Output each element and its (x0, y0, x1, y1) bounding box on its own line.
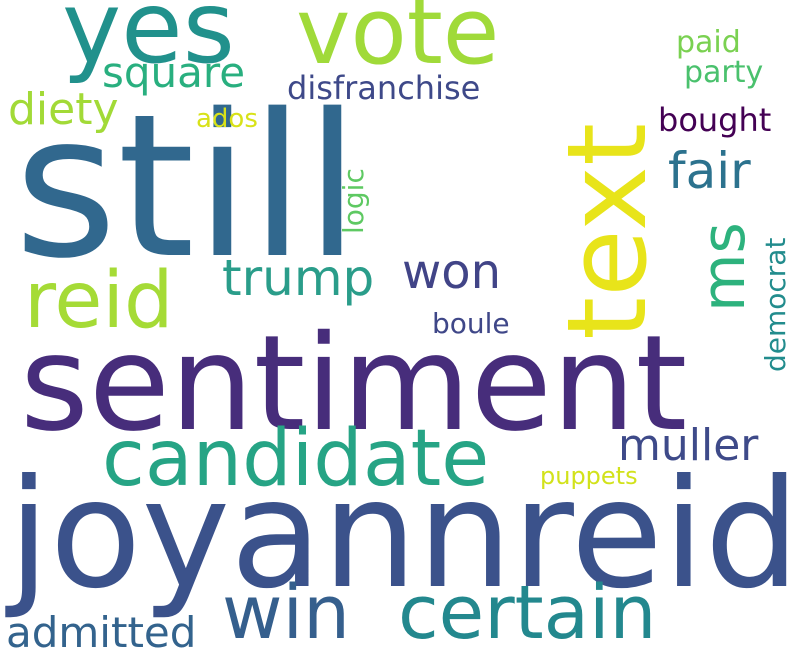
word-still: still (14, 71, 360, 302)
word-logic: logic (337, 168, 370, 234)
word-democrat: democrat (759, 237, 792, 372)
word-puppets: puppets (540, 462, 638, 490)
word-candidate: candidate (102, 414, 490, 504)
word-muller: muller (618, 420, 759, 471)
word-vote: vote (296, 0, 500, 85)
word-admitted: admitted (6, 608, 197, 657)
word-joyannreid: joyannreid (8, 448, 800, 622)
word-trump: trump (222, 249, 375, 307)
word-won: won (402, 244, 502, 300)
word-bought: bought (658, 101, 772, 139)
word-win: win (222, 570, 350, 656)
word-ms: ms (689, 222, 759, 312)
word-fair: fair (668, 142, 751, 200)
word-paid: paid (676, 25, 741, 60)
word-yes: yes (62, 0, 235, 86)
word-reid: reid (24, 256, 174, 346)
word-text: text (543, 122, 671, 340)
word-square: square (102, 48, 246, 97)
word-diety: diety (8, 84, 119, 135)
word-sentiment: sentiment (20, 307, 688, 461)
word-certain: certain (398, 570, 657, 656)
word-boule: boule (432, 307, 510, 340)
word-disfranchise: disfranchise (287, 69, 481, 107)
word-ados: ados (196, 104, 258, 134)
word-party: party (684, 55, 764, 90)
